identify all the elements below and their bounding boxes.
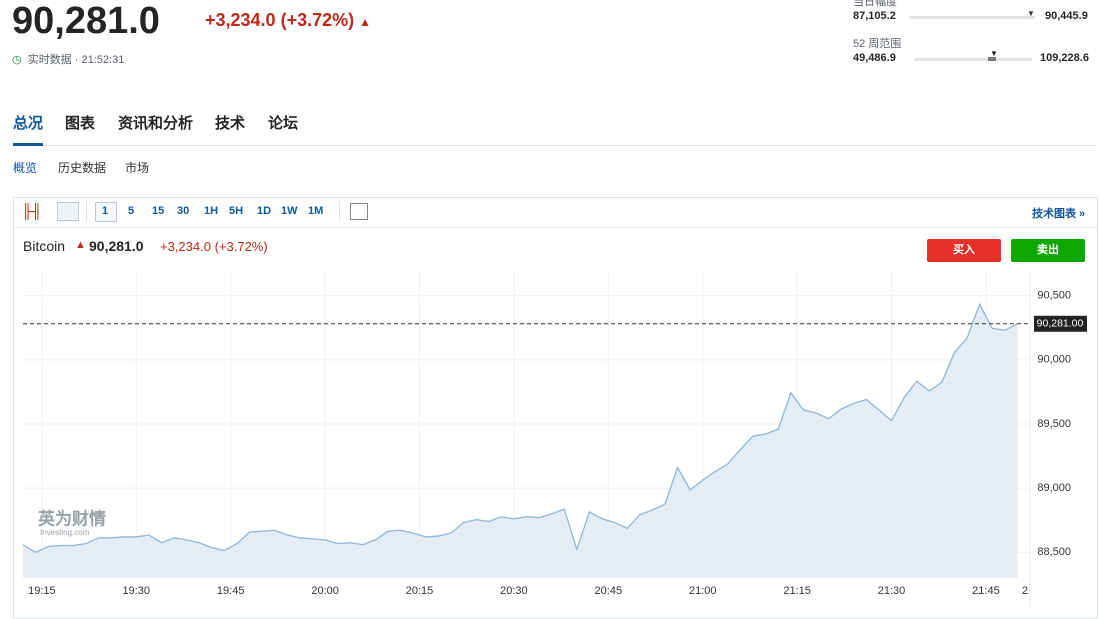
toolbar-divider <box>14 227 1097 228</box>
quote-arrow: ▲ <box>75 239 86 251</box>
range-fill <box>988 57 996 61</box>
price-line <box>22 302 1018 554</box>
y-tick-label: 90,500 <box>1037 290 1071 302</box>
advanced-chart-link[interactable]: 技术图表 » <box>1032 208 1086 220</box>
sell-button[interactable]: 卖出 <box>1011 239 1085 262</box>
subtab[interactable]: 历史数据 <box>58 161 107 175</box>
range-marker: ▼ <box>990 49 998 58</box>
interval[interactable]: 1W <box>281 205 298 217</box>
x-tick-label: 19:30 <box>123 585 151 597</box>
price: 90,281.0 <box>12 0 160 42</box>
range-low: 87,105.2 <box>853 10 896 22</box>
interval[interactable]: 1 <box>102 205 109 217</box>
watermark: 英为财情 <box>38 508 106 528</box>
x-tick-label: 19:15 <box>28 585 56 597</box>
interval[interactable]: 5H <box>229 205 244 217</box>
up-arrow: ▲ <box>359 15 372 29</box>
watermark: Investing.com <box>40 528 90 537</box>
x-tick-label: 21:15 <box>783 585 811 597</box>
change: +3,234.0 (+3.72%) ▲ <box>205 10 371 31</box>
buy-button[interactable]: 买入 <box>927 239 1001 262</box>
tab[interactable]: 图表 <box>65 115 96 132</box>
quote-name: Bitcoin <box>23 238 66 254</box>
tab-divider <box>13 145 1097 146</box>
interval[interactable]: 5 <box>128 205 135 217</box>
area-fill <box>23 304 1018 578</box>
range-label: 52 周范围 <box>853 38 902 50</box>
x-tick-label: 21:00 <box>689 585 717 597</box>
last-price-label: 90,281.00 <box>1037 318 1084 330</box>
sep <box>339 201 340 221</box>
range-label: 当日幅度 <box>853 0 897 8</box>
interval[interactable]: 30 <box>177 205 190 217</box>
tab-underline <box>13 143 43 146</box>
change-text: +3,234.0 (+3.72%) <box>205 10 355 30</box>
x-tick-label: 20:00 <box>311 585 339 597</box>
x-tick-label: 20:30 <box>500 585 528 597</box>
range-low: 49,486.9 <box>853 52 896 64</box>
y-tick-label: 89,000 <box>1037 482 1071 494</box>
range-high: 109,228.6 <box>1040 52 1089 64</box>
tab[interactable]: 论坛 <box>268 115 299 132</box>
range-bar <box>910 16 1035 19</box>
interval[interactable]: 1H <box>204 205 219 217</box>
quote-change: +3,234.0 (+3.72%) <box>160 239 268 254</box>
x-tick-label: 21:45 <box>972 585 1000 597</box>
range-bar <box>914 58 1032 61</box>
range-high: 90,445.9 <box>1045 10 1088 22</box>
x-tick-label: 2 <box>1022 585 1028 597</box>
subtab[interactable]: 概览 <box>13 161 38 175</box>
clock-icon: ◷ <box>12 54 22 66</box>
subtab[interactable]: 市场 <box>125 161 150 175</box>
interval[interactable]: 15 <box>152 205 165 217</box>
interval[interactable]: 1M <box>308 205 324 217</box>
x-tick-label: 21:30 <box>878 585 906 597</box>
last-price-box <box>1034 315 1087 332</box>
tab[interactable]: 总况 <box>13 115 44 132</box>
x-tick-label: 19:45 <box>217 585 245 597</box>
tab[interactable]: 资讯和分析 <box>118 115 194 132</box>
interval-selected <box>95 202 117 222</box>
y-tick-label: 90,000 <box>1037 354 1071 366</box>
area-icon[interactable] <box>57 202 79 221</box>
candle-icon[interactable]: ╟╢ <box>22 203 42 219</box>
status: ◷ 实时数据 · 21:52:31 <box>12 51 124 67</box>
interval[interactable]: 1D <box>257 205 272 217</box>
status-text: 实时数据 · 21:52:31 <box>27 54 125 66</box>
quote-price: 90,281.0 <box>89 238 144 254</box>
x-tick-label: 20:15 <box>406 585 434 597</box>
y-tick-label: 88,500 <box>1037 546 1071 558</box>
sep <box>86 201 87 221</box>
x-tick-label: 20:45 <box>595 585 623 597</box>
y-tick-label: 89,500 <box>1037 418 1071 430</box>
table-icon[interactable] <box>350 203 368 220</box>
range-marker: ▼ <box>1027 9 1035 18</box>
tab[interactable]: 技术 <box>215 115 246 132</box>
